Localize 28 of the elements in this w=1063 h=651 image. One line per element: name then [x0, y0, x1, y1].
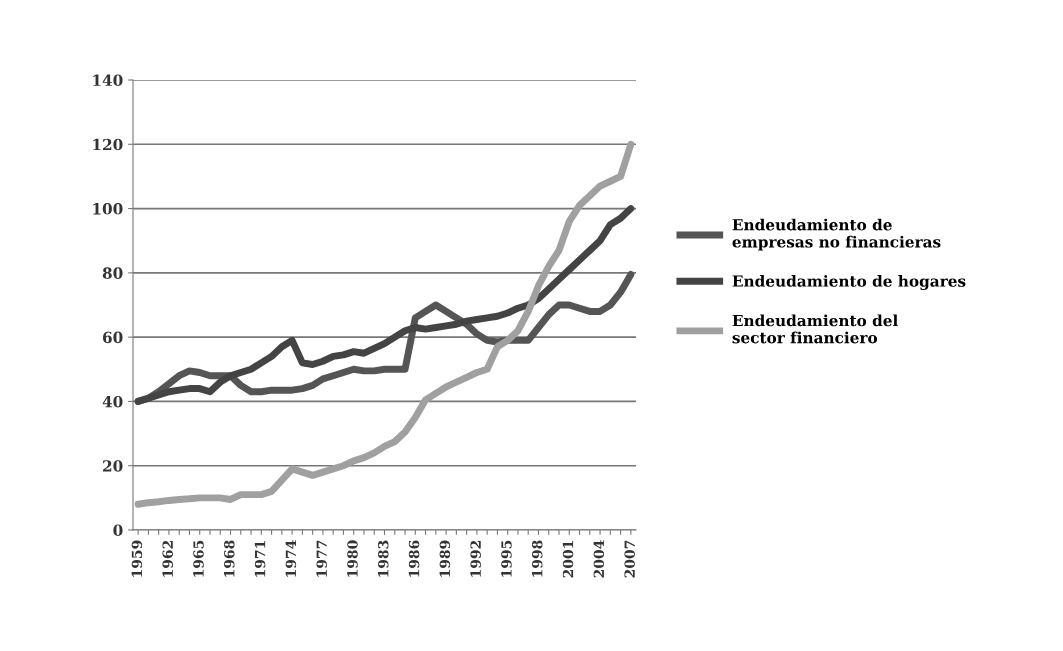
y-tick-label: 120 — [93, 138, 123, 151]
x-tick-label: 1989 — [439, 540, 451, 577]
y-tick-label: 0 — [113, 524, 123, 537]
x-tick-label: 2001 — [562, 541, 574, 578]
x-tick-label: 1983 — [378, 540, 389, 577]
y-tick-label: 60 — [102, 331, 123, 344]
x-tick-label: 2004 — [593, 540, 605, 578]
legend-label: Endeudamiento de hogares — [732, 275, 966, 290]
y-tick-label: 20 — [103, 460, 123, 472]
x-tick-label: 1995 — [501, 540, 512, 577]
x-tick-label: 1980 — [347, 540, 358, 577]
x-tick-label: 1986 — [408, 540, 420, 577]
x-tick-label: 1992 — [470, 540, 481, 577]
legend-label: Endeudamiento del sector financiero — [732, 314, 898, 344]
x-tick-label: 1959 — [131, 540, 143, 577]
y-tick-label: 80 — [102, 267, 123, 279]
x-tick-label: 1962 — [162, 540, 173, 577]
x-tick-label: 1965 — [193, 540, 204, 577]
y-tick-label: 100 — [93, 203, 123, 215]
x-tick-label: 1971 — [254, 541, 266, 577]
x-tick-label: 1998 — [532, 540, 543, 577]
y-tick-label: 40 — [102, 395, 123, 408]
x-tick-label: 2007 — [624, 540, 635, 578]
y-tick-label: 140 — [93, 74, 123, 87]
legend-label: Endeudamiento de empresas no financieras — [732, 218, 941, 251]
x-tick-label: 1977 — [316, 540, 327, 577]
x-tick-label: 1974 — [285, 540, 297, 577]
x-tick-label: 1968 — [224, 540, 235, 577]
